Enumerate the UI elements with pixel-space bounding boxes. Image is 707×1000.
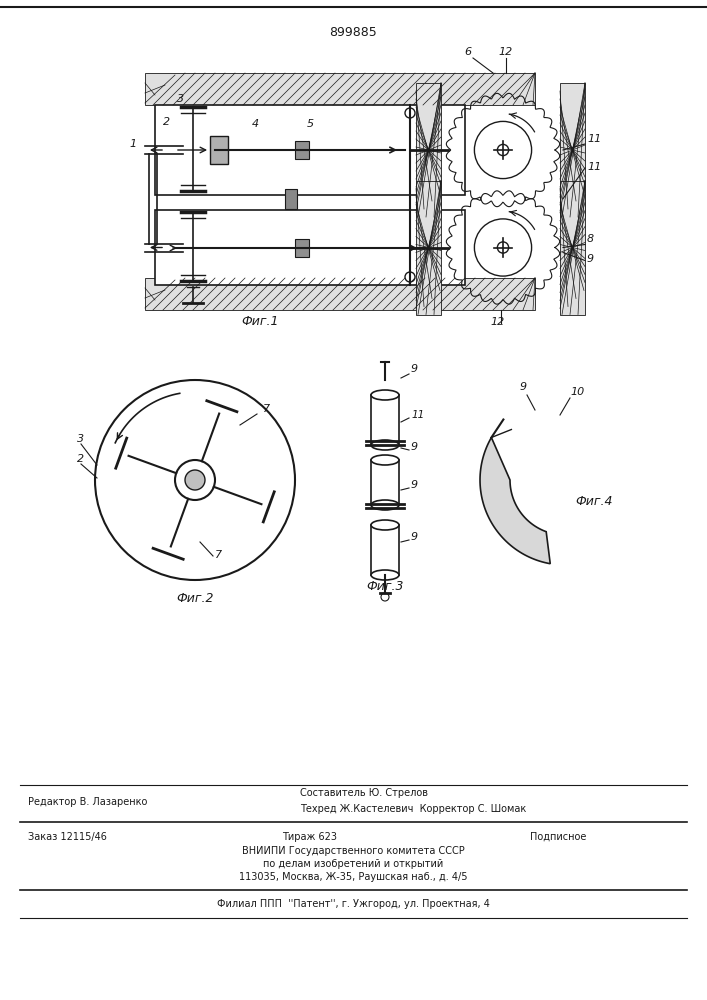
Text: 2: 2 [163,117,170,127]
Bar [371,460,399,505]
Ellipse shape [371,455,399,465]
Bar [295,141,309,159]
Text: ВНИИПИ Государственного комитета СССР: ВНИИПИ Государственного комитета СССР [242,846,464,856]
Text: по делам изобретений и открытий: по делам изобретений и открытий [263,859,443,869]
Bar [145,73,535,105]
Text: 12: 12 [491,317,505,327]
Text: 899885: 899885 [329,25,377,38]
Circle shape [474,121,532,179]
Text: 9: 9 [411,364,418,374]
Ellipse shape [371,390,399,400]
Text: Заказ 12115/46: Заказ 12115/46 [28,832,107,842]
Circle shape [185,470,205,490]
Polygon shape [480,438,550,564]
Bar [155,105,465,195]
Ellipse shape [371,440,399,450]
Text: 9: 9 [520,382,527,392]
Ellipse shape [371,520,399,530]
Text: 3: 3 [177,94,185,104]
Text: 9: 9 [411,532,418,542]
Text: 1: 1 [129,139,136,149]
Bar [145,278,535,310]
Text: 113035, Москва, Ж-35, Раушская наб., д. 4/5: 113035, Москва, Ж-35, Раушская наб., д. … [239,872,467,882]
Text: 5: 5 [306,119,314,129]
Bar [560,180,585,314]
Bar [416,83,441,217]
Text: 10: 10 [570,387,584,397]
Ellipse shape [371,570,399,580]
Bar [371,525,399,575]
Text: 3: 3 [77,434,84,444]
Text: Составитель Ю. Стрелов: Составитель Ю. Стрелов [300,788,428,798]
Text: 11: 11 [587,162,601,172]
Text: 8: 8 [587,234,594,244]
Circle shape [175,460,215,500]
Text: 11: 11 [411,410,424,420]
Circle shape [474,219,532,276]
Text: Фиг.2: Фиг.2 [176,592,214,605]
Text: 6: 6 [464,47,472,57]
Text: Фиг.3: Фиг.3 [366,580,404,593]
Text: Филиал ППП  ''Патент'', г. Ужгород, ул. Проектная, 4: Филиал ППП ''Патент'', г. Ужгород, ул. П… [216,899,489,909]
Bar [371,395,399,445]
Bar [155,210,465,285]
Text: Фиг.1: Фиг.1 [241,315,279,328]
Text: Тираж 623: Тираж 623 [283,832,337,842]
Bar [295,239,309,257]
Text: 9: 9 [411,480,418,490]
Text: 9: 9 [411,442,418,452]
Text: 7: 7 [215,550,222,560]
Text: Техред Ж.Кастелевич  Корректор С. Шомак: Техред Ж.Кастелевич Корректор С. Шомак [300,804,526,814]
Text: 9: 9 [587,254,594,264]
Text: 11: 11 [587,134,601,144]
Text: 12: 12 [498,47,513,57]
Text: Фиг.4: Фиг.4 [575,495,612,508]
Ellipse shape [371,500,399,510]
Bar [285,189,297,209]
Text: 2: 2 [77,454,84,464]
Bar [210,136,228,164]
Text: 7: 7 [263,404,270,414]
Circle shape [95,380,295,580]
Text: Редактор В. Лазаренко: Редактор В. Лазаренко [28,797,147,807]
Bar [416,180,441,314]
Text: 4: 4 [252,119,259,129]
Text: Подписное: Подписное [530,832,586,842]
Bar [560,83,585,217]
